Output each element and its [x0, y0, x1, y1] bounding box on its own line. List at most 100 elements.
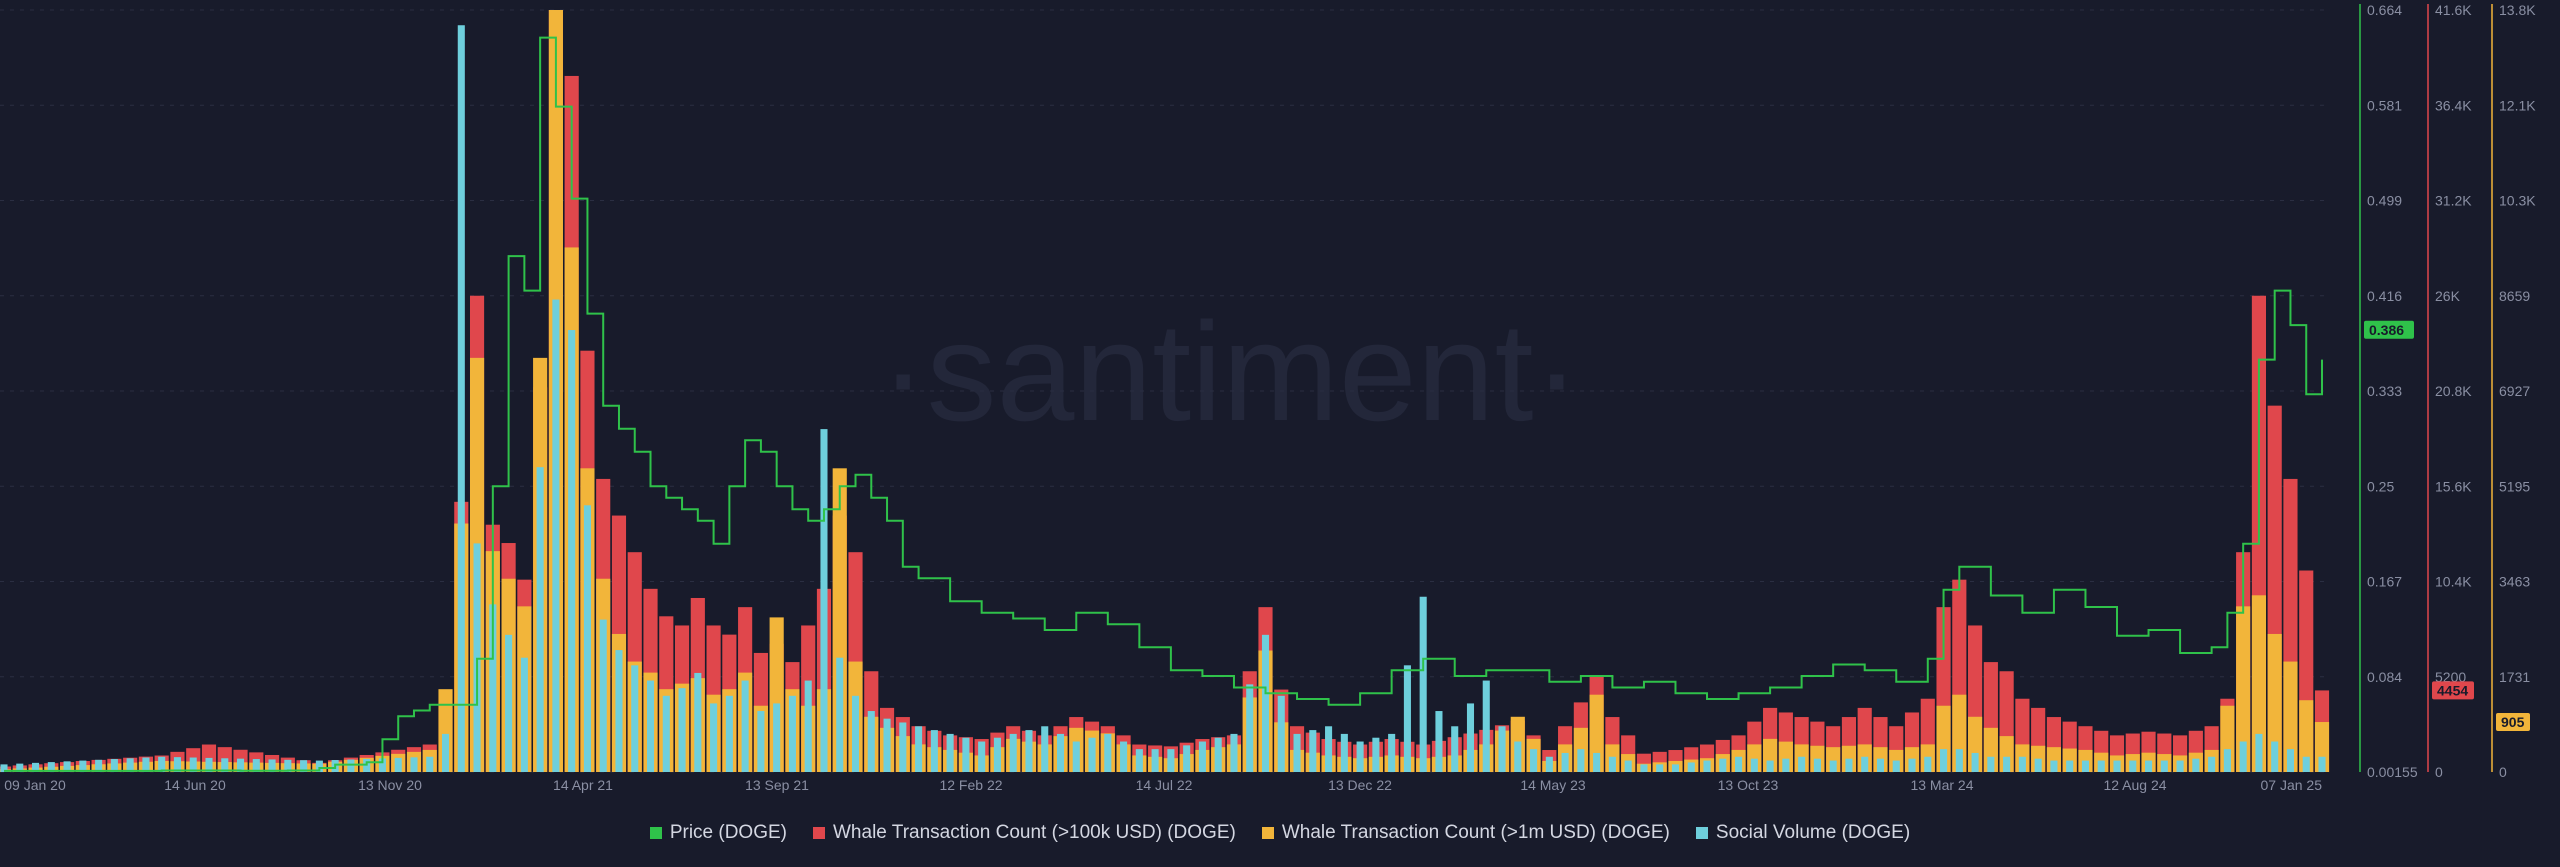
social-volume-bar — [1388, 733, 1396, 772]
social-volume-bar — [1340, 733, 1348, 772]
social-volume-bar — [1104, 733, 1112, 772]
social-volume-bar — [583, 505, 591, 772]
axes-layer: 0.664 0.581 0.499 0.416 0.333 0.25 0.167 0.084 0… — [2359, 2, 2536, 780]
social-volume-bar — [631, 665, 639, 772]
social-volume-bar — [1309, 730, 1317, 772]
social-volume-bar — [1277, 695, 1285, 772]
social-volume-bar — [804, 680, 812, 772]
social-volume-bar — [757, 711, 765, 772]
social-volume-bar — [2223, 749, 2231, 772]
legend-label-social: Social Volume (DOGE) — [1715, 822, 1911, 843]
social-volume-bar — [1325, 726, 1333, 772]
social-volume-bar — [2145, 760, 2153, 772]
social-volume-bar — [568, 330, 576, 772]
social-volume-bar — [1640, 764, 1648, 772]
legend-item-price[interactable]: Price (DOGE) — [649, 822, 787, 844]
social-volume-bar — [1845, 758, 1853, 772]
social-volume-bar — [1892, 760, 1900, 772]
social-volume-bar — [2129, 760, 2137, 772]
social-volume-bar — [1135, 749, 1143, 772]
legend-swatch-price — [649, 827, 662, 839]
social-volume-bar — [2066, 760, 2074, 772]
social-volume-bar — [2239, 741, 2247, 772]
legend-item-whale-100k[interactable]: Whale Transaction Count (>100k USD) (DOG… — [813, 822, 1236, 844]
social-volume-bar — [883, 718, 891, 772]
social-volume-bar — [2208, 756, 2216, 772]
social-volume-bar — [1829, 760, 1837, 772]
social-volume-bar — [725, 695, 733, 772]
whale-100k-axis-tick: 10.4K — [2435, 574, 2472, 590]
social-volume-bar — [1514, 741, 1522, 772]
social-volume-bar — [1924, 756, 1932, 772]
social-volume-bar — [505, 634, 513, 772]
price-axis-tick: 0.664 — [2367, 2, 2402, 18]
whale-1m-axis-tick: 13.8K — [2499, 2, 2536, 18]
social-volume-bar — [300, 760, 308, 772]
social-volume-bar — [788, 695, 796, 772]
social-volume-bar — [2192, 758, 2200, 772]
social-volume-bar — [1940, 749, 1948, 772]
social-volume-bar — [0, 764, 8, 772]
social-volume-bar — [741, 680, 749, 772]
social-volume-bar — [268, 759, 276, 772]
social-volume-bar — [1372, 737, 1380, 772]
whale-100k-axis-tick: 41.6K — [2435, 2, 2472, 18]
social-volume-bar — [1167, 749, 1175, 772]
legend-item-whale-1m[interactable]: Whale Transaction Count (>1m USD) (DOGE) — [1261, 822, 1670, 844]
whale-1m-axis-current-badge: 905 — [2496, 713, 2530, 732]
x-tick-label: 12 Feb 22 — [939, 777, 1002, 793]
legend-item-social[interactable]: Social Volume (DOGE) — [1695, 822, 1911, 844]
whale-1m-axis-current-bg — [2496, 713, 2530, 732]
social-volume-bar — [173, 757, 181, 772]
whale-100k-axis-current-badge: 4454 — [2432, 681, 2474, 700]
whale-1m-bar — [2283, 661, 2298, 772]
whale-100k-axis-tick: 36.4K — [2435, 97, 2472, 113]
social-volume-bar — [315, 760, 323, 772]
whale-100k-axis-tick: 0 — [2435, 764, 2443, 780]
social-volume-bar — [441, 733, 450, 772]
social-volume-bar — [678, 688, 686, 772]
social-volume-bar — [1971, 752, 1979, 772]
social-volume-bar — [599, 619, 607, 772]
whale-1m-axis-tick: 12.1K — [2499, 97, 2536, 113]
social-volume-bar — [2003, 756, 2011, 772]
price-axis-tick: 0.00155 — [2367, 764, 2418, 780]
price-line-layer — [4, 36, 2323, 772]
social-volume-bar — [1498, 726, 1506, 772]
x-tick-label: 13 Sep 21 — [745, 777, 809, 793]
social-volume-bar — [426, 756, 434, 772]
social-volume-bar — [978, 741, 986, 772]
social-volume-bar — [1813, 758, 1821, 772]
social-volume-bar — [851, 695, 860, 772]
social-volume-bar — [1466, 703, 1475, 772]
social-volume-bar — [1577, 749, 1585, 772]
whale-1m-bar — [2299, 700, 2314, 772]
social-volume-bar — [836, 657, 844, 772]
watermark: ·santiment· — [880, 293, 1580, 450]
social-volume-bar — [1750, 758, 1758, 772]
social-volume-bar — [2113, 760, 2121, 772]
social-volume-bar — [2286, 749, 2294, 772]
social-volume-bar — [32, 762, 40, 772]
social-volume-bar — [2255, 733, 2263, 772]
social-volume-bar — [1419, 596, 1427, 772]
x-tick-label: 14 Apr 21 — [553, 777, 613, 793]
social-volume-bar — [930, 730, 938, 772]
social-volume-bar — [1293, 733, 1301, 772]
whale-1m-axis-tick: 3463 — [2499, 574, 2530, 590]
x-tick-label: 07 Jan 25 — [2261, 777, 2323, 793]
x-tick-label: 13 Mar 24 — [1910, 777, 1973, 793]
social-volume-bar — [410, 757, 418, 772]
whale-100k-axis-tick: 31.2K — [2435, 193, 2472, 209]
social-volume-bar — [158, 756, 166, 772]
social-volume-bar — [1608, 756, 1616, 772]
social-volume-bar — [2271, 741, 2279, 772]
social-volume-bar — [2176, 760, 2184, 772]
social-volume-bar — [899, 722, 907, 772]
whale-1m-bar — [1589, 694, 1604, 772]
legend-swatch-whale-100k — [813, 827, 825, 839]
social-volume-bar — [1261, 634, 1270, 772]
social-volume-bar — [378, 758, 386, 772]
social-volume-bar — [2097, 760, 2105, 772]
social-volume-bar — [1120, 741, 1128, 772]
